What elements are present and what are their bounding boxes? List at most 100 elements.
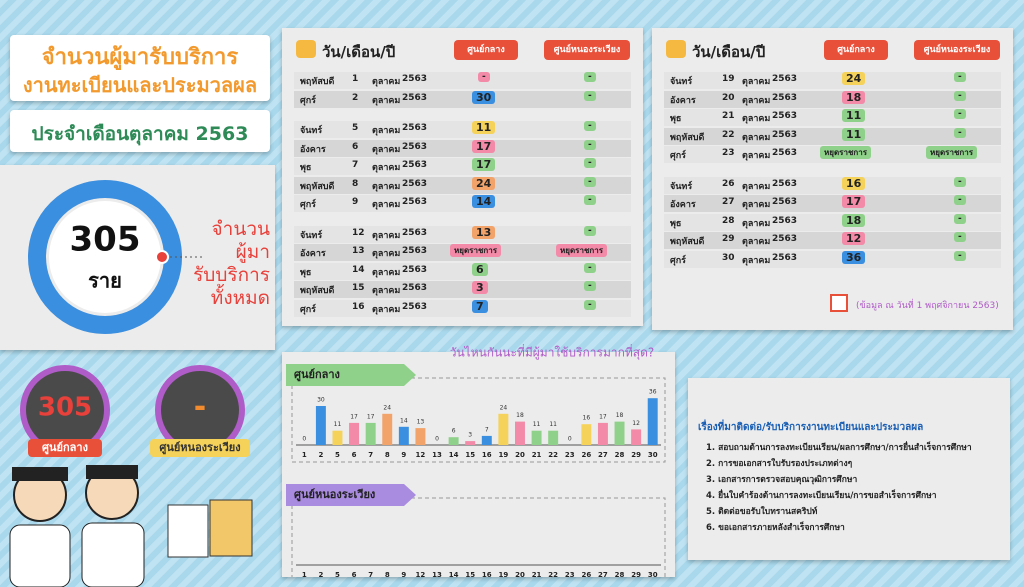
weekday: จันทร์ bbox=[670, 77, 693, 87]
x-tick-label: 27 bbox=[598, 451, 608, 459]
x-tick-label: 16 bbox=[482, 571, 492, 577]
title-line: งานทะเบียนและประมวลผล bbox=[22, 73, 258, 97]
x-tick-label: 12 bbox=[416, 571, 426, 577]
bar bbox=[614, 421, 625, 445]
value-label: 24 bbox=[500, 404, 508, 411]
table-row: จันทร์ 19 ตุลาคม 2563 24 - bbox=[664, 72, 1001, 89]
bar bbox=[631, 429, 642, 445]
x-tick-label: 13 bbox=[432, 451, 442, 459]
x-tick-label: 20 bbox=[515, 451, 525, 459]
topic-item: 5. ติดต่อขอรับใบทรานสคริปท์ bbox=[706, 507, 818, 517]
year: 2563 bbox=[402, 197, 428, 207]
count-badge: 11 bbox=[472, 121, 496, 134]
day: 30 bbox=[722, 252, 735, 263]
month: ตุลาคม bbox=[742, 114, 771, 124]
dash-badge: - bbox=[584, 281, 596, 291]
day: 21 bbox=[722, 111, 735, 121]
count-badge: 3 bbox=[472, 281, 488, 294]
count-badge: 18 bbox=[842, 213, 866, 227]
ring bbox=[28, 180, 182, 334]
year: 2563 bbox=[772, 252, 798, 263]
dash-badge: - bbox=[584, 195, 596, 205]
x-tick-label: 19 bbox=[499, 571, 509, 577]
weekday: ศุกร์ bbox=[300, 200, 316, 210]
weekday: พุธ bbox=[670, 218, 682, 229]
figure-body bbox=[81, 522, 145, 587]
month: ตุลาคม bbox=[742, 77, 771, 87]
year: 2563 bbox=[772, 129, 798, 140]
x-tick-label: 28 bbox=[615, 451, 625, 459]
ring-center bbox=[49, 201, 161, 313]
weekday: พฤหัสบดี bbox=[670, 132, 705, 143]
topics-title: เรื่องที่มาติดต่อ/รับบริการงานทะเบียนและ… bbox=[698, 422, 924, 433]
value-label: 6 bbox=[452, 428, 456, 435]
holiday-badge: หยุดราชการ bbox=[450, 244, 502, 257]
day: 15 bbox=[352, 283, 365, 293]
month: ตุลาคม bbox=[372, 77, 401, 87]
year: 2563 bbox=[402, 123, 428, 133]
table-row: อังคาร 13 ตุลาคม 2563 หยุดราชการ หยุดราชการ bbox=[294, 244, 631, 261]
day: 27 bbox=[722, 197, 735, 207]
caption-line: ทั้งหมด bbox=[210, 287, 270, 309]
table-row: พฤหัสบดี 8 ตุลาคม 2563 24 - bbox=[294, 176, 631, 194]
chart-label: ศูนย์หนองระเวียง bbox=[294, 488, 375, 502]
bar bbox=[581, 424, 592, 445]
chart-panel bbox=[282, 352, 675, 577]
count-badge: 24 bbox=[842, 72, 866, 85]
weekday: ศุกร์ bbox=[300, 304, 316, 315]
charts: วันไหนกันนะที่มีผู้มาใช้บริการมากที่สุด?… bbox=[286, 344, 666, 577]
year: 2563 bbox=[402, 246, 428, 256]
table-row: อังคาร 6 ตุลาคม 2563 17 - bbox=[294, 139, 631, 157]
month: ตุลาคม bbox=[742, 255, 771, 266]
day: 1 bbox=[352, 74, 359, 84]
header-center: ศูนย์หนองระเวียง bbox=[544, 40, 630, 60]
count-badge: 18 bbox=[842, 90, 866, 104]
day: 13 bbox=[352, 246, 365, 256]
x-tick-label: 9 bbox=[401, 451, 406, 459]
bar bbox=[515, 421, 525, 445]
month: ตุลาคม bbox=[372, 95, 401, 106]
year: 2563 bbox=[772, 197, 798, 207]
value-label: 13 bbox=[417, 419, 425, 426]
x-tick-label: 26 bbox=[581, 451, 591, 459]
bar bbox=[465, 441, 476, 445]
dash-badge: - bbox=[954, 90, 966, 101]
year: 2563 bbox=[402, 92, 428, 103]
year: 2563 bbox=[402, 74, 428, 84]
value-label: 18 bbox=[616, 412, 624, 419]
x-tick-label: 30 bbox=[648, 451, 658, 459]
x-tick-label: 22 bbox=[548, 451, 558, 459]
header-date: วัน/เดือน/ปี bbox=[692, 43, 766, 61]
holiday-badge: หยุดราชการ bbox=[556, 244, 608, 257]
x-tick-label: 21 bbox=[532, 571, 542, 577]
center-name: ศูนย์กลาง bbox=[42, 441, 88, 455]
x-tick-label: 22 bbox=[548, 571, 558, 577]
value-label: 36 bbox=[649, 389, 657, 396]
bar bbox=[398, 426, 409, 445]
x-tick-label: 9 bbox=[401, 571, 406, 577]
topic-item: 3. เอกสารการตรวจสอบคุณวุฒิการศึกษา bbox=[706, 475, 858, 485]
year: 2563 bbox=[772, 74, 798, 84]
count-badge: 17 bbox=[842, 195, 866, 208]
table-row: พฤหัสบดี 15 ตุลาคม 2563 3 - bbox=[294, 281, 631, 298]
table-panel: วัน/เดือน/ปี ศูนย์กลาง ศูนย์หนองระเวียง จัน… bbox=[652, 28, 1013, 330]
table-row: ศุกร์ 23 ตุลาคม 2563 หยุดราชการ หยุดราชการ bbox=[664, 146, 1001, 163]
weekday: อังคาร bbox=[300, 144, 326, 155]
calendar-icon bbox=[296, 40, 316, 58]
month: ตุลาคม bbox=[372, 163, 401, 173]
chart-heading: วันไหนกันนะที่มีผู้มาใช้บริการมากที่สุด? bbox=[450, 344, 655, 361]
bar bbox=[365, 422, 376, 445]
value-label: 0 bbox=[302, 436, 306, 443]
year: 2563 bbox=[772, 92, 798, 103]
weekday: อังคาร bbox=[670, 95, 696, 106]
bar bbox=[597, 422, 608, 445]
caption-line: ผู้มา bbox=[235, 241, 270, 263]
table-row: อังคาร 20 ตุลาคม 2563 18 - bbox=[664, 90, 1001, 108]
table-row: พฤหัสบดี 22 ตุลาคม 2563 11 - bbox=[664, 127, 1001, 145]
year: 2563 bbox=[772, 234, 798, 244]
document-icon bbox=[167, 504, 209, 558]
x-tick-label: 5 bbox=[335, 451, 340, 459]
note: (ข้อมูล ณ วันที่ 1 พฤศจิกายน 2563) bbox=[856, 301, 999, 311]
x-tick-label: 13 bbox=[432, 571, 442, 577]
center-pill bbox=[150, 439, 250, 457]
